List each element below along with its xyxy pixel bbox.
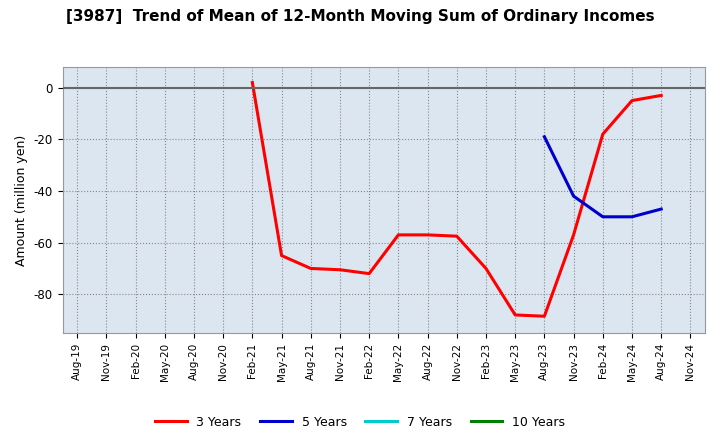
Y-axis label: Amount (million yen): Amount (million yen) — [15, 134, 28, 266]
Text: [3987]  Trend of Mean of 12-Month Moving Sum of Ordinary Incomes: [3987] Trend of Mean of 12-Month Moving … — [66, 9, 654, 24]
Legend: 3 Years, 5 Years, 7 Years, 10 Years: 3 Years, 5 Years, 7 Years, 10 Years — [150, 411, 570, 434]
